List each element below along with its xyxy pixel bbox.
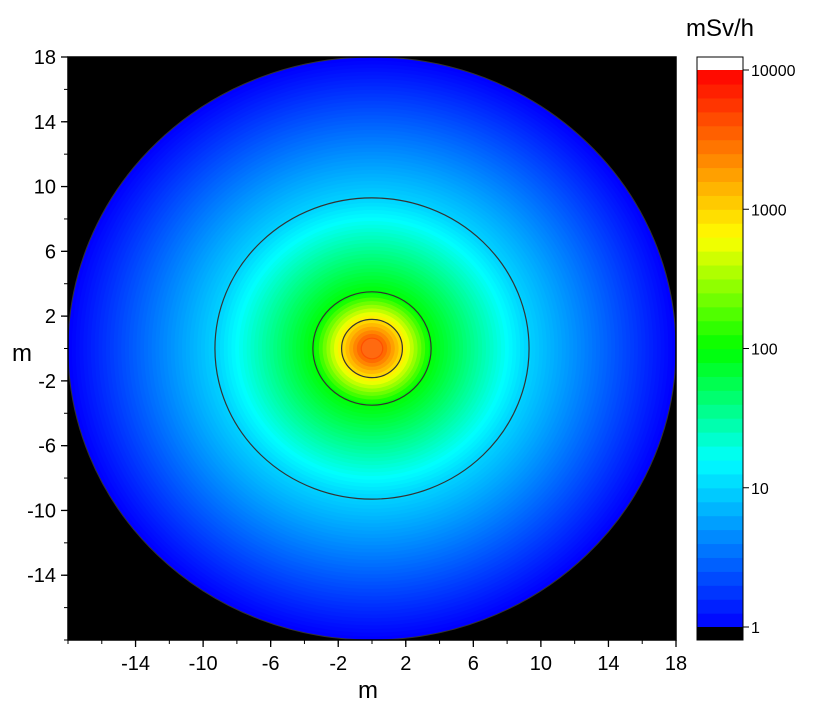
colorbar-band bbox=[697, 251, 743, 266]
colorbar-band bbox=[697, 404, 743, 419]
colorbar-band bbox=[697, 529, 743, 545]
colorbar-band bbox=[697, 292, 743, 308]
colorbar-band bbox=[697, 599, 743, 614]
colorbar-band bbox=[697, 501, 743, 517]
colorbar-tick-label: 10000 bbox=[751, 63, 796, 80]
x-axis: -14 -10 -6 -2 2 6 10 14 18 bbox=[67, 640, 687, 675]
y-tick-label: 10 bbox=[34, 177, 56, 199]
x-tick-label: 10 bbox=[530, 653, 552, 675]
colorbar-band bbox=[697, 376, 743, 391]
colorbar-band bbox=[697, 237, 743, 252]
colorbar-band bbox=[697, 418, 743, 433]
x-tick-label: -10 bbox=[189, 653, 218, 675]
y-tick-label: -14 bbox=[27, 565, 56, 587]
colorbar-band bbox=[697, 473, 743, 489]
colorbar-band bbox=[697, 97, 743, 113]
dose-core bbox=[361, 338, 383, 359]
colorbar-tick-label: 1 bbox=[751, 620, 760, 637]
x-tick-label: 6 bbox=[468, 653, 479, 675]
y-tick-label: 2 bbox=[45, 306, 56, 328]
colorbar-band bbox=[697, 557, 743, 572]
colorbar-band bbox=[697, 139, 743, 155]
colorbar-band bbox=[697, 459, 743, 475]
colorbar-tick-label: 10 bbox=[751, 481, 769, 498]
y-tick-label: -10 bbox=[27, 500, 56, 522]
y-axis-title: m bbox=[12, 340, 32, 367]
colorbar-band bbox=[697, 613, 743, 628]
colorbar-band bbox=[697, 153, 743, 169]
y-tick-label: 18 bbox=[34, 47, 56, 69]
colorbar-band bbox=[697, 432, 743, 447]
x-tick-label: -6 bbox=[262, 653, 280, 675]
colorbar-band bbox=[697, 306, 743, 322]
colorbar-band bbox=[697, 320, 743, 336]
colorbar-band bbox=[697, 167, 743, 182]
colorbar-under-band bbox=[697, 627, 743, 640]
colorbar-ticks: 10000 1000 100 10 1 bbox=[743, 63, 796, 637]
y-tick-label: 14 bbox=[34, 112, 56, 134]
colorbar-title: mSv/h bbox=[686, 15, 754, 42]
colorbar-band bbox=[697, 83, 743, 99]
colorbar-band bbox=[697, 111, 743, 127]
y-tick-label: 6 bbox=[45, 241, 56, 263]
x-tick-label: 2 bbox=[400, 653, 411, 675]
x-tick-label: 18 bbox=[665, 653, 687, 675]
colorbar-band bbox=[697, 334, 743, 350]
y-tick-label: -6 bbox=[38, 436, 56, 458]
colorbar-band bbox=[697, 209, 743, 224]
dose-field bbox=[68, 57, 676, 640]
colorbar-over-band bbox=[697, 57, 743, 70]
colorbar: 10000 1000 100 10 1 mSv/h bbox=[686, 15, 796, 641]
colorbar-band bbox=[697, 264, 743, 280]
colorbar-band bbox=[697, 181, 743, 196]
contour-line bbox=[214, 197, 530, 500]
contour-line bbox=[341, 318, 404, 379]
colorbar-tick-label: 1000 bbox=[751, 202, 787, 219]
colorbar-band bbox=[697, 70, 743, 85]
colorbar-band bbox=[697, 223, 743, 238]
colorbar-gradient bbox=[697, 57, 743, 640]
x-axis-title: m bbox=[358, 677, 378, 704]
x-tick-label: 14 bbox=[597, 653, 619, 675]
colorbar-band bbox=[697, 348, 743, 364]
contour-lines bbox=[68, 57, 676, 640]
colorbar-band bbox=[697, 125, 743, 141]
colorbar-band bbox=[697, 585, 743, 600]
colorbar-band bbox=[697, 571, 743, 586]
colorbar-band bbox=[697, 390, 743, 405]
colorbar-band bbox=[697, 487, 743, 503]
colorbar-band bbox=[697, 543, 743, 558]
contour-line bbox=[312, 291, 432, 406]
colorbar-band bbox=[697, 195, 743, 210]
colorbar-band bbox=[697, 278, 743, 294]
x-tick-label: -14 bbox=[121, 653, 150, 675]
colorbar-band bbox=[697, 515, 743, 531]
y-axis: 18 14 10 6 2 -2 -6 -10 -14 bbox=[27, 47, 68, 641]
colorbar-band bbox=[697, 362, 743, 377]
y-tick-label: -2 bbox=[38, 371, 56, 393]
x-tick-label: -2 bbox=[329, 653, 347, 675]
colorbar-band bbox=[697, 445, 743, 461]
colorbar-tick-label: 100 bbox=[751, 342, 778, 359]
